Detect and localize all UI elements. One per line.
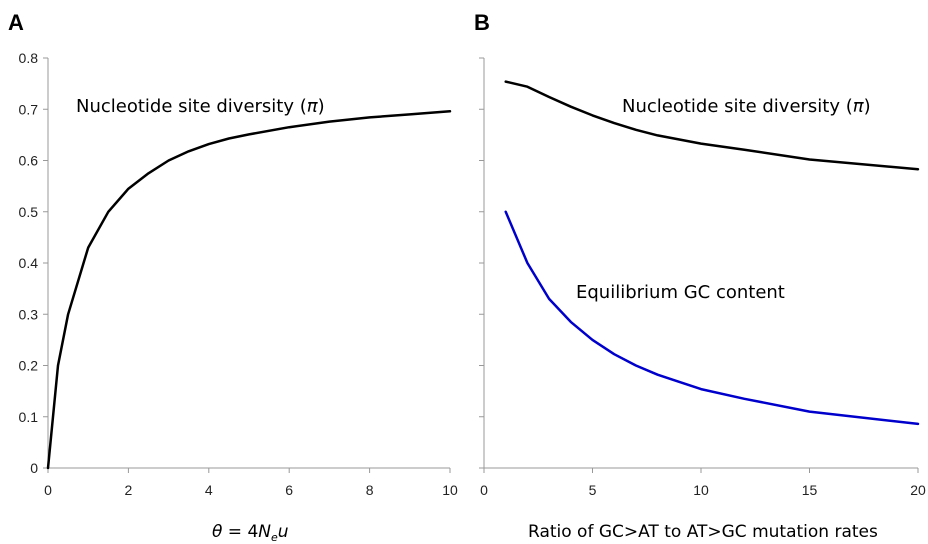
x-tick-label: 6 [285,482,293,498]
panel-b-letter: B [474,10,490,35]
panel-a-x-ticks: 0 2 4 6 8 10 [44,468,458,498]
y-tick-label: 0.5 [19,204,39,220]
panel-b-y-ticks [479,57,484,469]
panel-b-x-ticks: 0 5 10 15 20 [480,468,926,498]
panel-b-x-axis-title: Ratio of GC>AT to AT>GC mutation rates [528,522,878,542]
y-tick-label: 0 [30,460,38,476]
y-tick-label: 0.3 [19,306,39,322]
panel-a-y-ticks: 0 0.1 0.2 0.3 0.4 0.5 0.6 0.7 0.8 [19,50,48,476]
series-line-1 [504,80,920,171]
y-tick-label: 0.6 [19,153,39,169]
y-tick-label: 0.4 [19,255,39,271]
x-tick-label: 2 [125,482,133,498]
panel-a-series-label: Nucleotide site diversity (π) [76,96,325,117]
panel-b: B 0 5 10 15 20 Nucleotide site diversity (π)… [474,10,926,542]
y-tick-label: 0.1 [19,409,39,425]
x-tick-label: 5 [589,482,597,498]
x-tick-label: 4 [205,482,213,498]
x-tick-label: 10 [442,482,458,498]
x-tick-label: 20 [910,482,926,498]
panel-a-letter: A [8,10,24,35]
x-tick-label: 15 [802,482,818,498]
x-tick-label: 10 [693,482,709,498]
panel-a-x-axis-title: θ = 4Neu [212,522,289,544]
series-line-2 [504,210,920,426]
y-tick-label: 0.8 [19,50,39,66]
y-tick-label: 0.7 [19,101,39,117]
panel-b-series-label-diversity: Nucleotide site diversity (π) [622,96,871,117]
x-tick-label: 0 [480,482,488,498]
y-tick-label: 0.2 [19,358,39,374]
x-tick-label: 8 [366,482,374,498]
panel-b-series-label-gc: Equilibrium GC content [576,282,785,303]
x-tick-label: 0 [44,482,52,498]
panel-a-series [46,110,452,470]
series-line-1 [46,110,452,470]
panel-b-series [504,80,920,426]
panel-a: A 0 0.1 0.2 0.3 0.4 0.5 0.6 0.7 0.8 0 2 4 6 8 10 Nucl… [8,10,458,544]
